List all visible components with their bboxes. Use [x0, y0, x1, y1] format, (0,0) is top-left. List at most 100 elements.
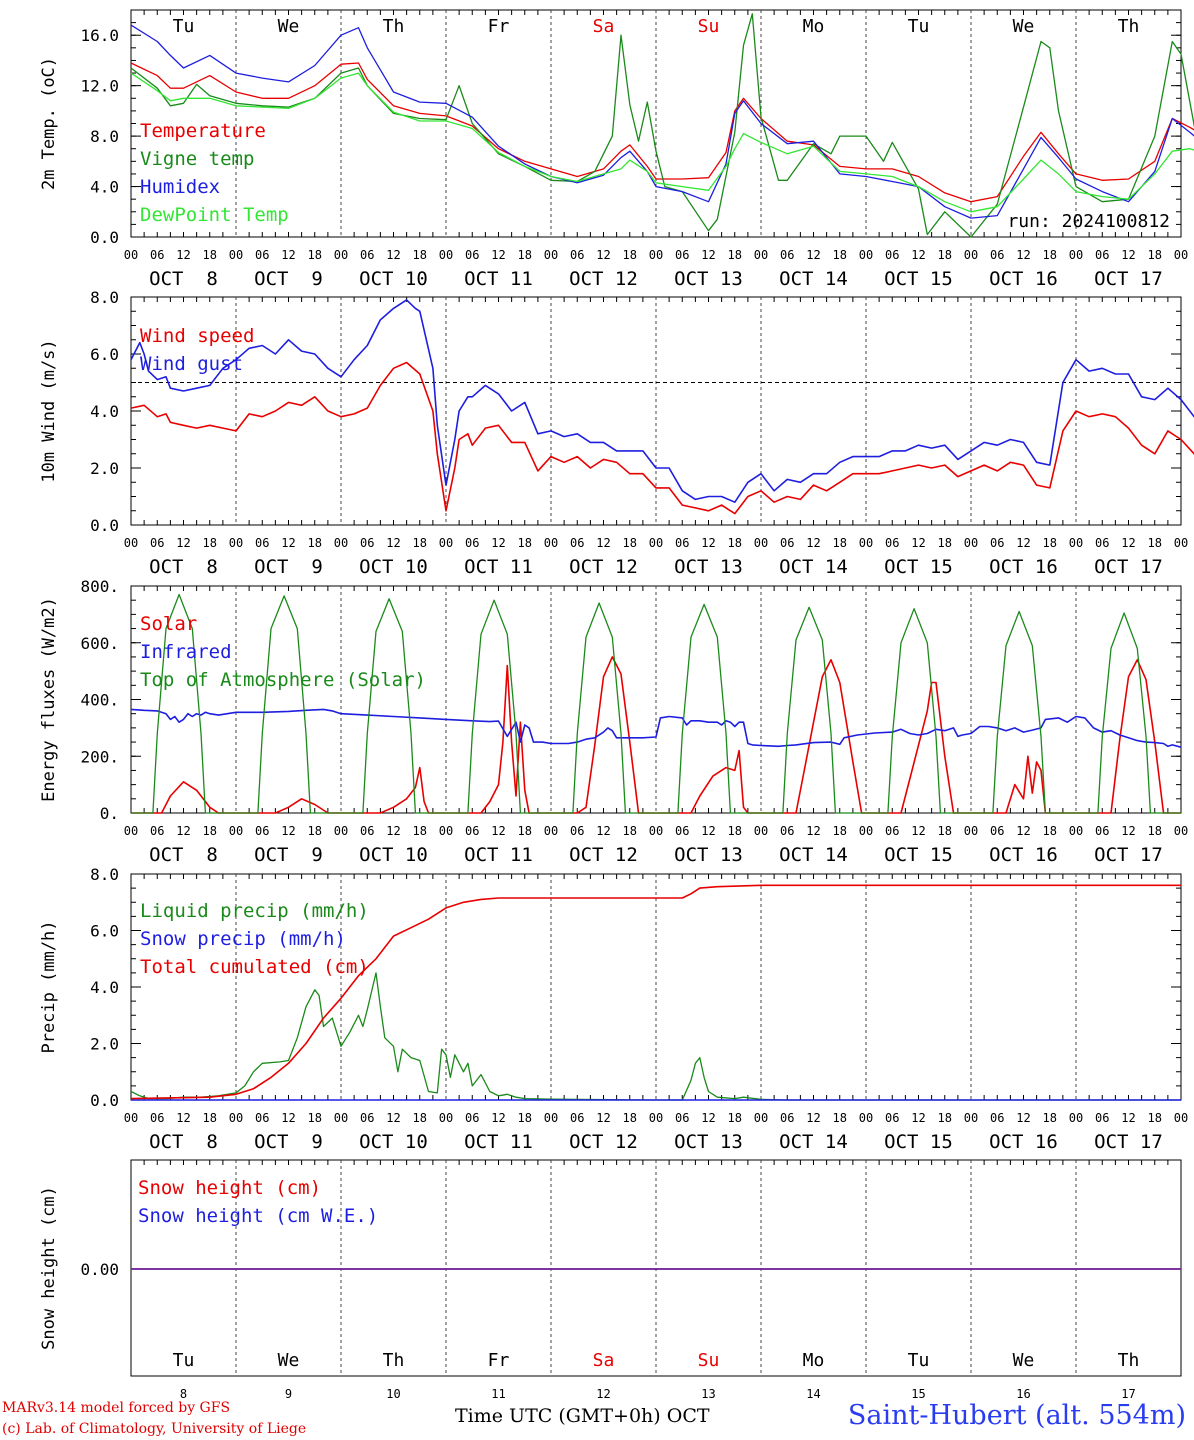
y-tick-label: 0. [100, 804, 119, 823]
day-of-week-label: Tu [173, 16, 195, 37]
hour-tick-label: 12 [1121, 248, 1135, 262]
y-tick-label: 12.0 [80, 77, 119, 96]
hour-tick-label: 00 [439, 1111, 453, 1125]
y-tick-label: 200. [80, 747, 119, 766]
hour-tick-label: 18 [1148, 248, 1162, 262]
hour-tick-label: 12 [596, 248, 610, 262]
date-label: OCT 15 [884, 844, 953, 866]
hour-tick-label: 06 [150, 1111, 164, 1125]
y-tick-label: 600. [80, 634, 119, 653]
y-axis-label: 2m Temp. (oC) [39, 57, 59, 190]
hour-tick-label: 06 [570, 824, 584, 838]
date-label: OCT 9 [254, 268, 323, 290]
date-label: OCT 15 [884, 556, 953, 578]
hour-tick-label: 00 [334, 824, 348, 838]
y-tick-label: 8.0 [90, 865, 119, 884]
hour-tick-label: 12 [1121, 1111, 1135, 1125]
hour-tick-label: 18 [728, 536, 742, 550]
legend-entry: Infrared [140, 641, 232, 663]
run-annotation: run: 2024100812 [1007, 211, 1170, 232]
hour-tick-label: 12 [701, 248, 715, 262]
hour-tick-label: 00 [544, 1111, 558, 1125]
time-axis-month: OCT [666, 1405, 710, 1427]
hour-tick-label: 12 [701, 1111, 715, 1125]
hour-tick-label: 18 [1148, 536, 1162, 550]
hour-tick-label: 18 [623, 824, 637, 838]
hour-tick-label: 00 [439, 536, 453, 550]
series-line [130, 62, 1194, 203]
hour-tick-label: 12 [281, 824, 295, 838]
day-of-week-label: Fr [488, 16, 510, 37]
hour-tick-label: 06 [150, 248, 164, 262]
hour-tick-label: 06 [675, 248, 689, 262]
hour-tick-label: 12 [1016, 536, 1030, 550]
hour-tick-label: 12 [386, 824, 400, 838]
station-name: Saint-Hubert (alt. 554m) [847, 1400, 1186, 1431]
hour-tick-label: 18 [728, 1111, 742, 1125]
hour-tick-label: 12 [491, 824, 505, 838]
hour-tick-label: 06 [885, 248, 899, 262]
y-tick-label: 2.0 [90, 459, 119, 478]
day-number-label: 15 [911, 1387, 925, 1401]
hour-tick-label: 00 [229, 248, 243, 262]
series-line [130, 884, 1181, 1100]
hour-tick-label: 18 [1043, 824, 1057, 838]
hour-tick-label: 06 [990, 248, 1004, 262]
hour-tick-label: 12 [911, 536, 925, 550]
series-line [130, 72, 1194, 213]
hour-tick-label: 12 [911, 824, 925, 838]
date-label: OCT 17 [1094, 556, 1163, 578]
date-label: OCT 11 [464, 268, 533, 290]
y-tick-label: 8.0 [90, 127, 119, 146]
y-axis-label: 10m Wind (m/s) [39, 339, 59, 482]
legend-entry: Humidex [140, 176, 220, 198]
date-label: OCT 12 [569, 556, 638, 578]
hour-tick-label: 00 [964, 824, 978, 838]
day-of-week-label: Sa [593, 1350, 615, 1371]
hour-tick-label: 06 [465, 824, 479, 838]
hour-tick-label: 00 [754, 1111, 768, 1125]
date-label: OCT 14 [779, 844, 848, 866]
hour-tick-label: 06 [570, 1111, 584, 1125]
hour-tick-label: 12 [491, 536, 505, 550]
date-label: OCT 9 [254, 1131, 323, 1153]
day-of-week-label: We [278, 1350, 300, 1371]
hour-tick-label: 06 [885, 536, 899, 550]
hour-tick-label: 18 [203, 824, 217, 838]
hour-tick-label: 18 [413, 1111, 427, 1125]
y-tick-label: 4.0 [90, 402, 119, 421]
legend-entry: Liquid precip (mm/h) [140, 900, 369, 922]
hour-tick-label: 06 [1095, 536, 1109, 550]
hour-tick-label: 06 [780, 1111, 794, 1125]
lab-credit: (c) Lab. of Climatology, University of L… [2, 1421, 307, 1437]
hour-tick-label: 18 [833, 824, 847, 838]
hour-tick-label: 00 [649, 536, 663, 550]
hour-tick-label: 00 [754, 248, 768, 262]
hour-tick-label: 18 [203, 536, 217, 550]
y-axis-label: Energy fluxes (W/m2) [39, 597, 59, 802]
hour-tick-label: 00 [859, 536, 873, 550]
y-tick-label: 400. [80, 691, 119, 710]
hour-tick-label: 00 [124, 1111, 138, 1125]
day-number-label: 13 [701, 1387, 715, 1401]
y-tick-label: 4.0 [90, 978, 119, 997]
hour-tick-label: 12 [176, 248, 190, 262]
panel-5: 0.00 Snow height (cm) Snow height (cm) Snow… [39, 1159, 1182, 1401]
legend-entry: Top of Atmosphere (Solar) [140, 669, 426, 691]
date-label: OCT 10 [359, 268, 428, 290]
day-of-week-label: Su [698, 16, 720, 37]
day-of-week-label: Th [383, 16, 405, 37]
y-tick-label: 0.0 [90, 228, 119, 247]
date-label: OCT 17 [1094, 1131, 1163, 1153]
hour-tick-label: 00 [964, 536, 978, 550]
hour-tick-label: 06 [885, 824, 899, 838]
hour-tick-label: 00 [1174, 824, 1188, 838]
hour-tick-label: 00 [1174, 1111, 1188, 1125]
series-line [130, 13, 1194, 238]
series-line [130, 299, 1194, 504]
series-line [130, 972, 1181, 1101]
hour-tick-label: 18 [518, 248, 532, 262]
hour-tick-label: 18 [938, 1111, 952, 1125]
day-of-week-label: Sa [593, 16, 615, 37]
hour-tick-label: 06 [255, 536, 269, 550]
